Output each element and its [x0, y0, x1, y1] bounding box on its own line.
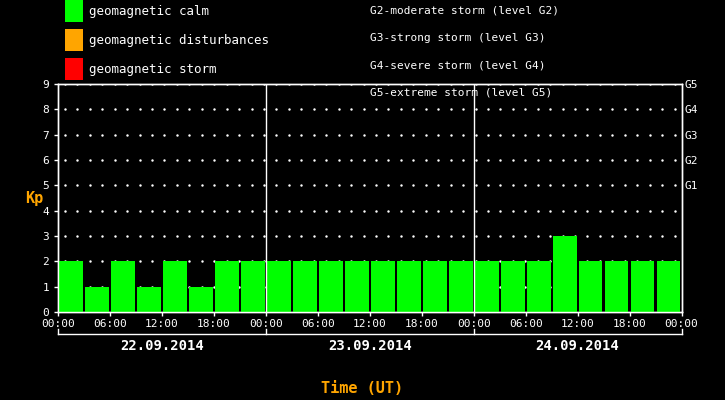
Text: 24.09.2014: 24.09.2014: [536, 339, 619, 353]
Bar: [449, 261, 473, 312]
Text: G2-moderate storm (level G2): G2-moderate storm (level G2): [370, 6, 559, 16]
Bar: [501, 261, 525, 312]
Text: geomagnetic calm: geomagnetic calm: [89, 5, 210, 18]
Bar: [85, 287, 109, 312]
Bar: [345, 261, 369, 312]
Bar: [163, 261, 187, 312]
Bar: [189, 287, 213, 312]
Bar: [526, 261, 550, 312]
Bar: [319, 261, 343, 312]
Bar: [552, 236, 576, 312]
Bar: [475, 261, 499, 312]
Bar: [397, 261, 420, 312]
Text: 22.09.2014: 22.09.2014: [120, 339, 204, 353]
Bar: [605, 261, 629, 312]
Text: G3-strong storm (level G3): G3-strong storm (level G3): [370, 33, 545, 43]
Bar: [423, 261, 447, 312]
Bar: [111, 261, 135, 312]
Bar: [631, 261, 655, 312]
Bar: [137, 287, 161, 312]
Bar: [267, 261, 291, 312]
Text: geomagnetic disturbances: geomagnetic disturbances: [89, 34, 269, 47]
Y-axis label: Kp: Kp: [25, 190, 43, 206]
Bar: [59, 261, 83, 312]
Text: 23.09.2014: 23.09.2014: [328, 339, 412, 353]
Bar: [241, 261, 265, 312]
Bar: [579, 261, 602, 312]
Text: G5-extreme storm (level G5): G5-extreme storm (level G5): [370, 88, 552, 98]
Text: Time (UT): Time (UT): [321, 381, 404, 396]
Bar: [657, 261, 681, 312]
Bar: [293, 261, 317, 312]
Text: geomagnetic storm: geomagnetic storm: [89, 62, 217, 76]
Bar: [215, 261, 239, 312]
Text: G4-severe storm (level G4): G4-severe storm (level G4): [370, 60, 545, 70]
Bar: [370, 261, 394, 312]
